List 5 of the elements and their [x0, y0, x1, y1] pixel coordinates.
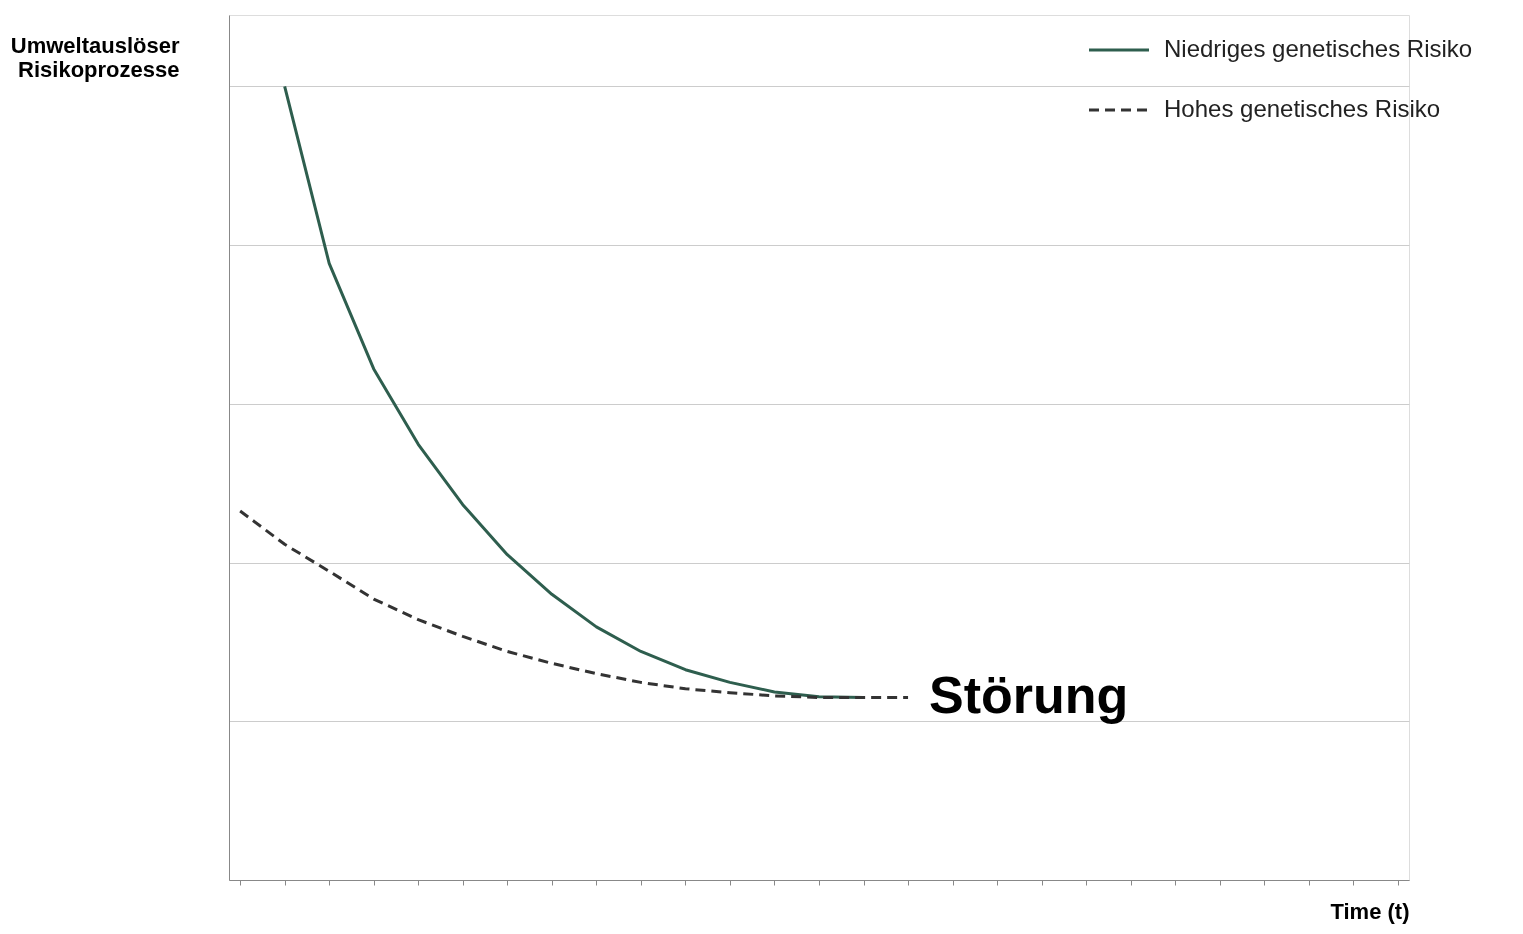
legend-label: Hohes genetisches Risiko — [1164, 95, 1441, 122]
x-axis-title: Time (t) — [1330, 898, 1410, 924]
y-axis-title: Umweltauslöser Risikoprozesse — [10, 32, 180, 82]
legend-label: Niedriges genetisches Risiko — [1164, 35, 1473, 62]
annotation: Störung — [929, 666, 1129, 724]
